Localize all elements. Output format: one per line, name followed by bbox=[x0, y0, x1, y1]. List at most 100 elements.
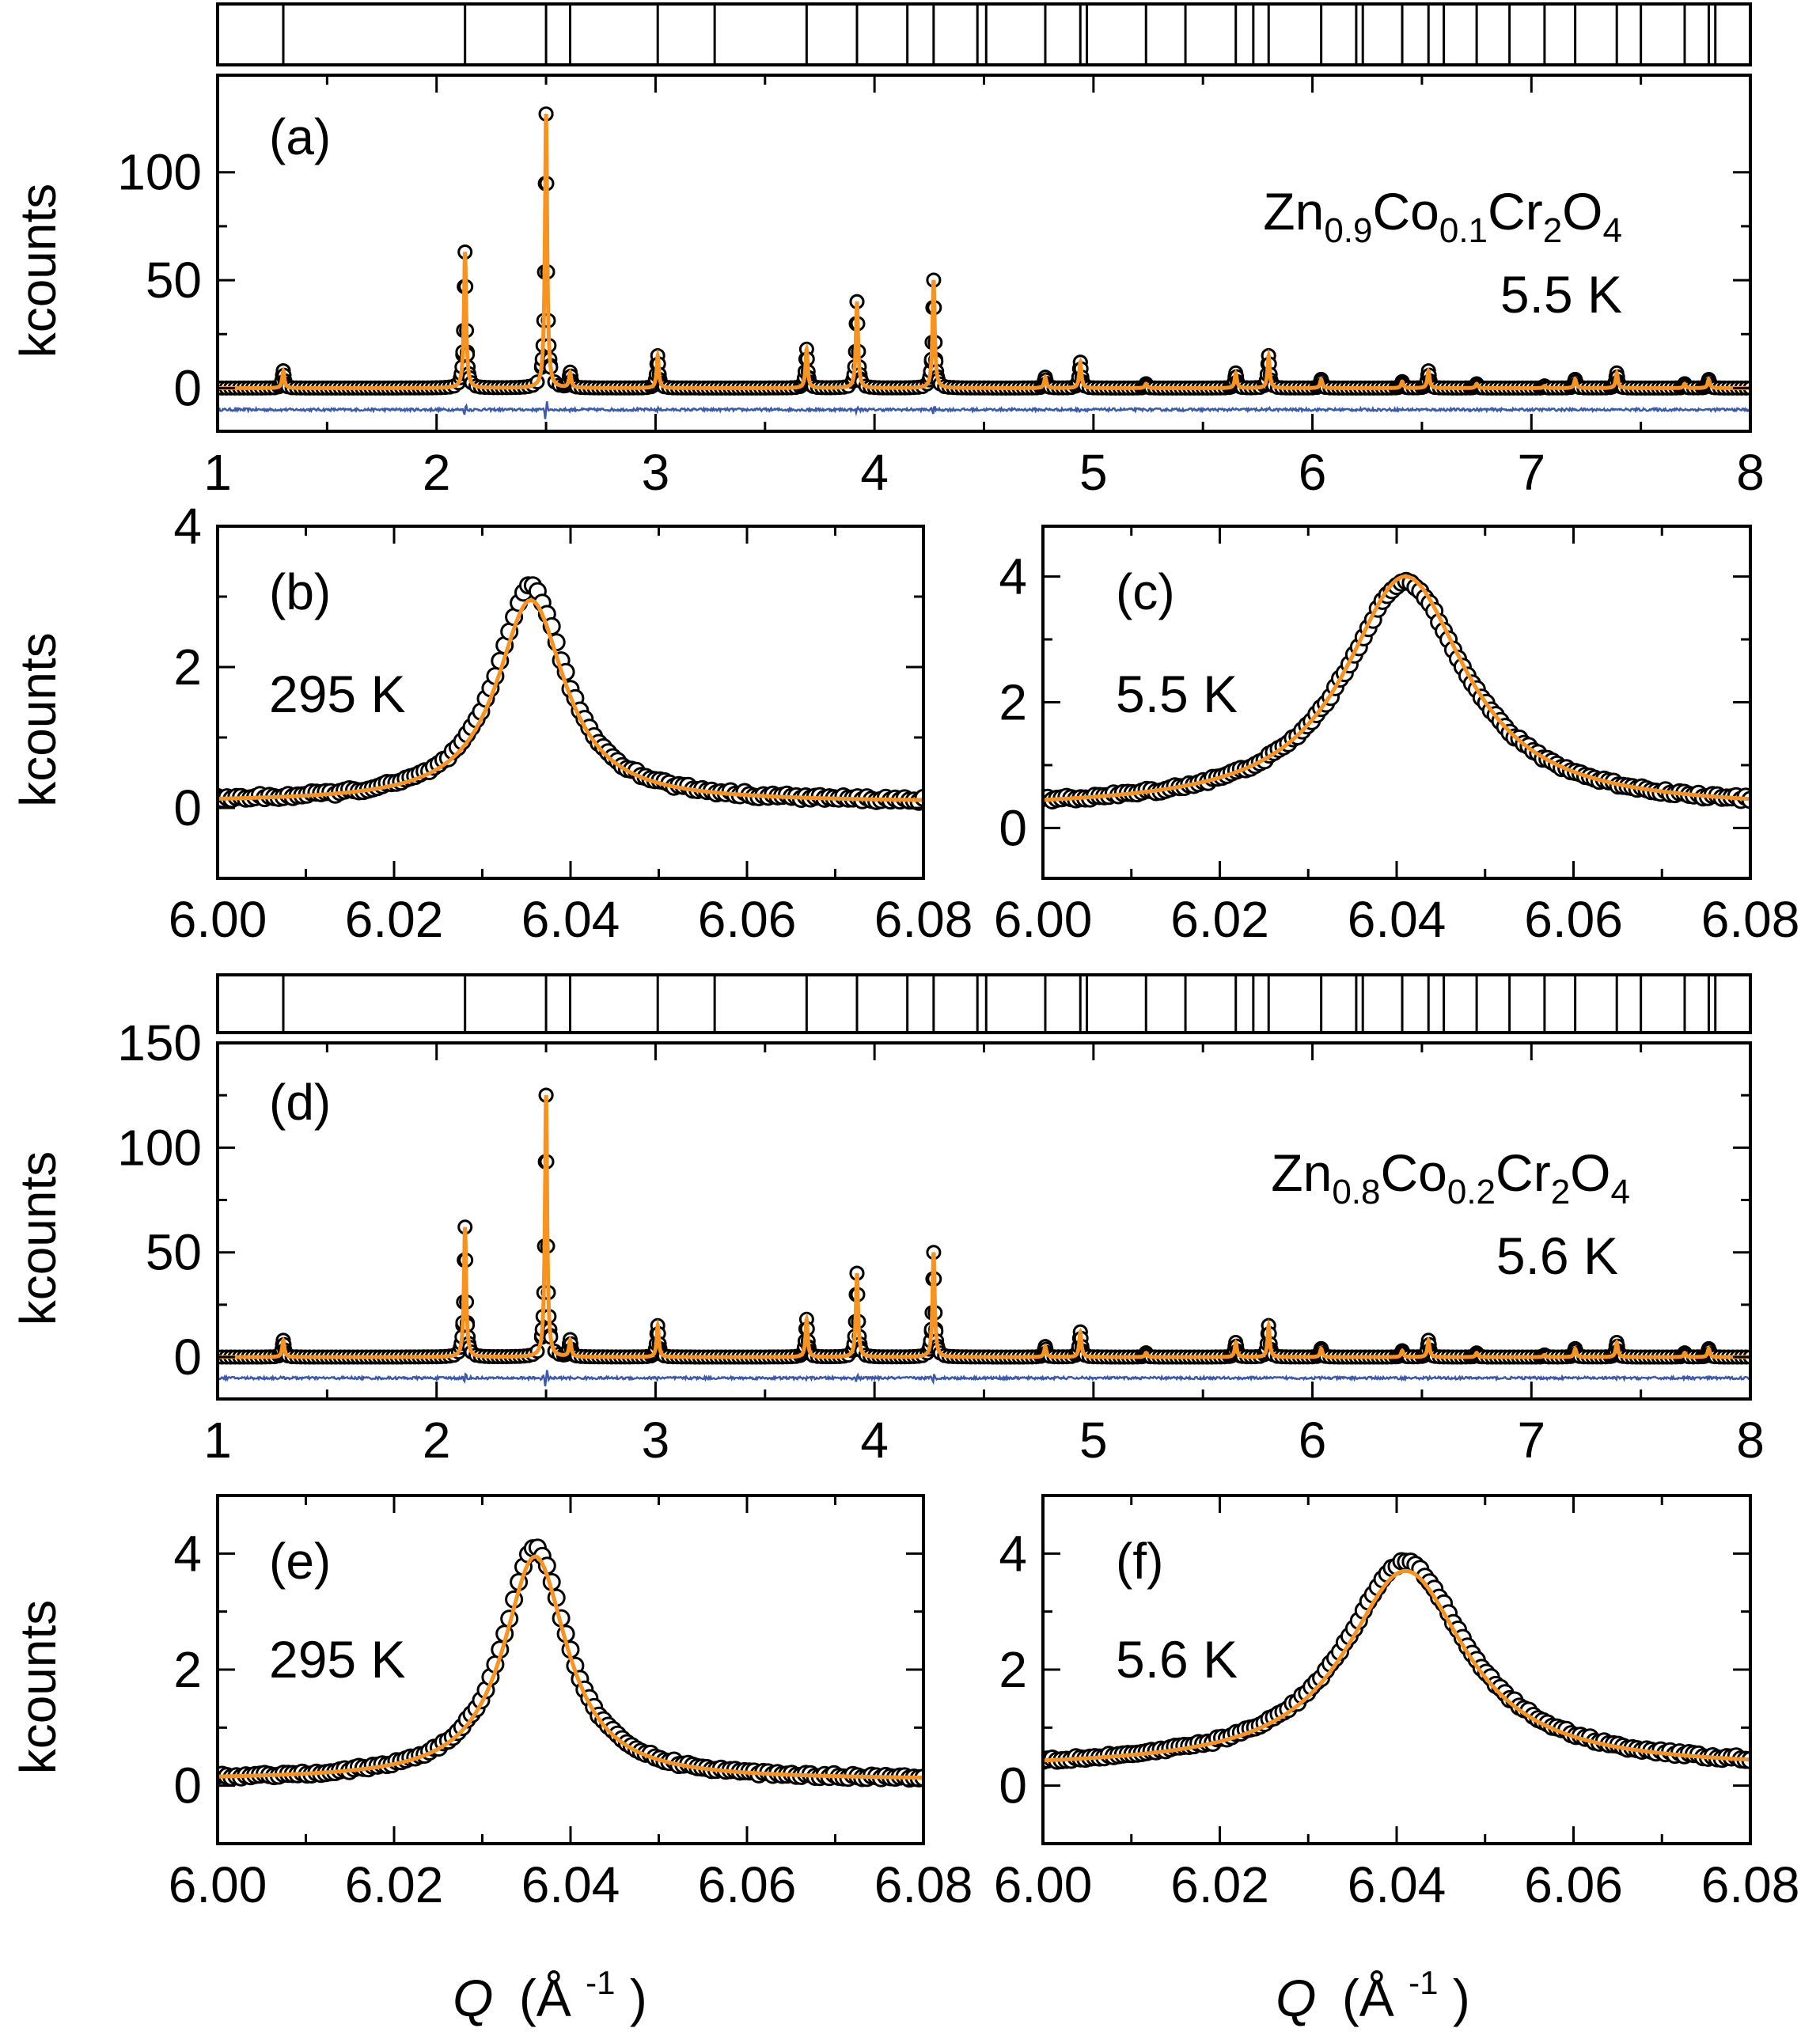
y-axis-label: kcounts bbox=[9, 632, 66, 807]
y-tick-label: 2 bbox=[999, 1641, 1027, 1698]
x-tick-label: 6.00 bbox=[169, 1856, 267, 1913]
compound-element: Co bbox=[1380, 1143, 1447, 1202]
x-axis-label-close: ) bbox=[1453, 1969, 1470, 2027]
panel-label: (b) bbox=[269, 563, 331, 620]
temperature-label: 295 K bbox=[269, 665, 405, 723]
plot-area bbox=[1043, 1552, 1750, 1770]
x-tick-label: 6.06 bbox=[698, 891, 797, 948]
compound-subscript: 4 bbox=[1611, 1173, 1630, 1211]
compound-element: O bbox=[1570, 1143, 1610, 1202]
compound-element: O bbox=[1562, 182, 1602, 241]
compound-element: Co bbox=[1372, 182, 1439, 241]
plot-area bbox=[218, 106, 1750, 419]
x-tick-label: 7 bbox=[1517, 1412, 1545, 1469]
y-tick-label: 0 bbox=[999, 799, 1027, 856]
temperature-label: 5.5 K bbox=[1500, 265, 1622, 324]
y-tick-label: 2 bbox=[173, 1641, 202, 1698]
x-tick-label: 7 bbox=[1517, 444, 1545, 501]
x-tick-label: 6.04 bbox=[521, 891, 620, 948]
x-tick-label: 8 bbox=[1736, 1412, 1765, 1469]
x-tick-label: 6.06 bbox=[1524, 891, 1623, 948]
compound-subscript: 0.1 bbox=[1439, 211, 1488, 250]
y-axis-label: kcounts bbox=[9, 1151, 66, 1326]
x-axis-label-left: Q (Å -1 ) bbox=[453, 1947, 647, 2027]
x-tick-label: 2 bbox=[423, 444, 451, 501]
panel-label: (e) bbox=[269, 1533, 331, 1590]
x-tick-label: 5 bbox=[1079, 1412, 1108, 1469]
x-tick-label: 3 bbox=[642, 1412, 670, 1469]
temperature-label: 295 K bbox=[269, 1630, 405, 1689]
y-tick-label: 0 bbox=[173, 1329, 202, 1386]
x-tick-label: 6.06 bbox=[1524, 1856, 1623, 1913]
x-tick-label: 6.08 bbox=[1701, 1856, 1800, 1913]
x-tick-label: 6.02 bbox=[1170, 1856, 1269, 1913]
x-tick-label: 6.08 bbox=[874, 891, 973, 948]
reflection-frame bbox=[216, 2, 1752, 66]
compound-element: Cr bbox=[1488, 182, 1543, 241]
calculated-curve bbox=[1043, 1568, 1750, 1763]
y-tick-label: 0 bbox=[173, 779, 202, 836]
plot-frame bbox=[1041, 525, 1752, 880]
reflection-markers bbox=[216, 2, 1752, 66]
x-tick-label: 6.00 bbox=[169, 891, 267, 948]
panel-label: (d) bbox=[269, 1074, 331, 1131]
x-tick-label: 6.08 bbox=[1701, 891, 1800, 948]
panel-label: (a) bbox=[269, 108, 331, 165]
difference-curve bbox=[218, 401, 1750, 419]
x-tick-label: 6.02 bbox=[345, 891, 444, 948]
compound-label: Zn0.8Co0.2Cr2O4 bbox=[1271, 1143, 1630, 1211]
compound-subscript: 4 bbox=[1603, 211, 1622, 250]
x-tick-label: 2 bbox=[423, 1412, 451, 1469]
panel-label: (f) bbox=[1116, 1533, 1163, 1590]
x-tick-label: 1 bbox=[203, 1412, 232, 1469]
x-tick-label: 6.04 bbox=[1348, 1856, 1447, 1913]
x-axis-label-right: Q (Å -1 ) bbox=[1276, 1947, 1470, 2027]
y-axis-label: kcounts bbox=[9, 184, 66, 358]
calculated-curve bbox=[218, 1554, 923, 1780]
x-tick-label: 6.02 bbox=[1170, 891, 1269, 948]
x-tick-label: 6.08 bbox=[874, 1856, 973, 1913]
x-tick-label: 8 bbox=[1736, 444, 1765, 501]
plot-area bbox=[218, 1087, 1750, 1387]
calculated-curve bbox=[1043, 574, 1750, 802]
x-tick-label: 3 bbox=[642, 444, 670, 501]
compound-subscript: 0.9 bbox=[1324, 211, 1372, 250]
plot-frame bbox=[216, 525, 925, 880]
x-axis-label-exponent: -1 bbox=[586, 1964, 615, 2001]
plot-frame bbox=[1041, 1494, 1752, 1845]
compound-subscript: 0.8 bbox=[1332, 1173, 1380, 1211]
temperature-label: 5.6 K bbox=[1496, 1226, 1618, 1285]
reflection-frame bbox=[216, 973, 1752, 1034]
compound-element: Zn bbox=[1271, 1143, 1332, 1202]
y-tick-label: 50 bbox=[146, 1224, 202, 1281]
y-tick-label: 4 bbox=[173, 498, 202, 555]
x-tick-label: 6.04 bbox=[521, 1856, 620, 1913]
x-axis-label-close: ) bbox=[630, 1969, 647, 2027]
y-tick-label: 150 bbox=[117, 1014, 202, 1071]
x-axis-label-units: (Å bbox=[519, 1969, 571, 2027]
temperature-label: 5.5 K bbox=[1116, 665, 1238, 723]
y-tick-label: 0 bbox=[173, 1757, 202, 1814]
x-tick-label: 4 bbox=[860, 444, 889, 501]
x-tick-label: 6.00 bbox=[994, 1856, 1093, 1913]
plot-frame bbox=[216, 74, 1752, 433]
y-tick-label: 4 bbox=[999, 1525, 1027, 1582]
x-tick-label: 5 bbox=[1079, 444, 1108, 501]
panel-c: 6.00 6.02 6.04 6.06 6.08 0 2 4 (c) 5.5 K bbox=[994, 525, 1800, 948]
x-tick-label: 1 bbox=[203, 444, 232, 501]
calculated-curve bbox=[218, 113, 1750, 390]
y-tick-label: 0 bbox=[999, 1757, 1027, 1814]
x-tick-label: 6 bbox=[1299, 444, 1327, 501]
panel-e: 6.00 6.02 6.04 6.06 6.08 0 2 4 (e) 295 K kcounts bbox=[9, 1494, 973, 1913]
y-tick-label: 2 bbox=[999, 674, 1027, 731]
compound-subscript: 0.2 bbox=[1447, 1173, 1496, 1211]
x-tick-label: 6.00 bbox=[994, 891, 1093, 948]
x-axis-label-symbol: Q bbox=[1276, 1969, 1316, 2027]
x-tick-label: 4 bbox=[860, 1412, 889, 1469]
y-tick-label: 100 bbox=[117, 144, 202, 201]
y-tick-label: 50 bbox=[146, 252, 202, 309]
y-axis-label: kcounts bbox=[9, 1600, 66, 1775]
